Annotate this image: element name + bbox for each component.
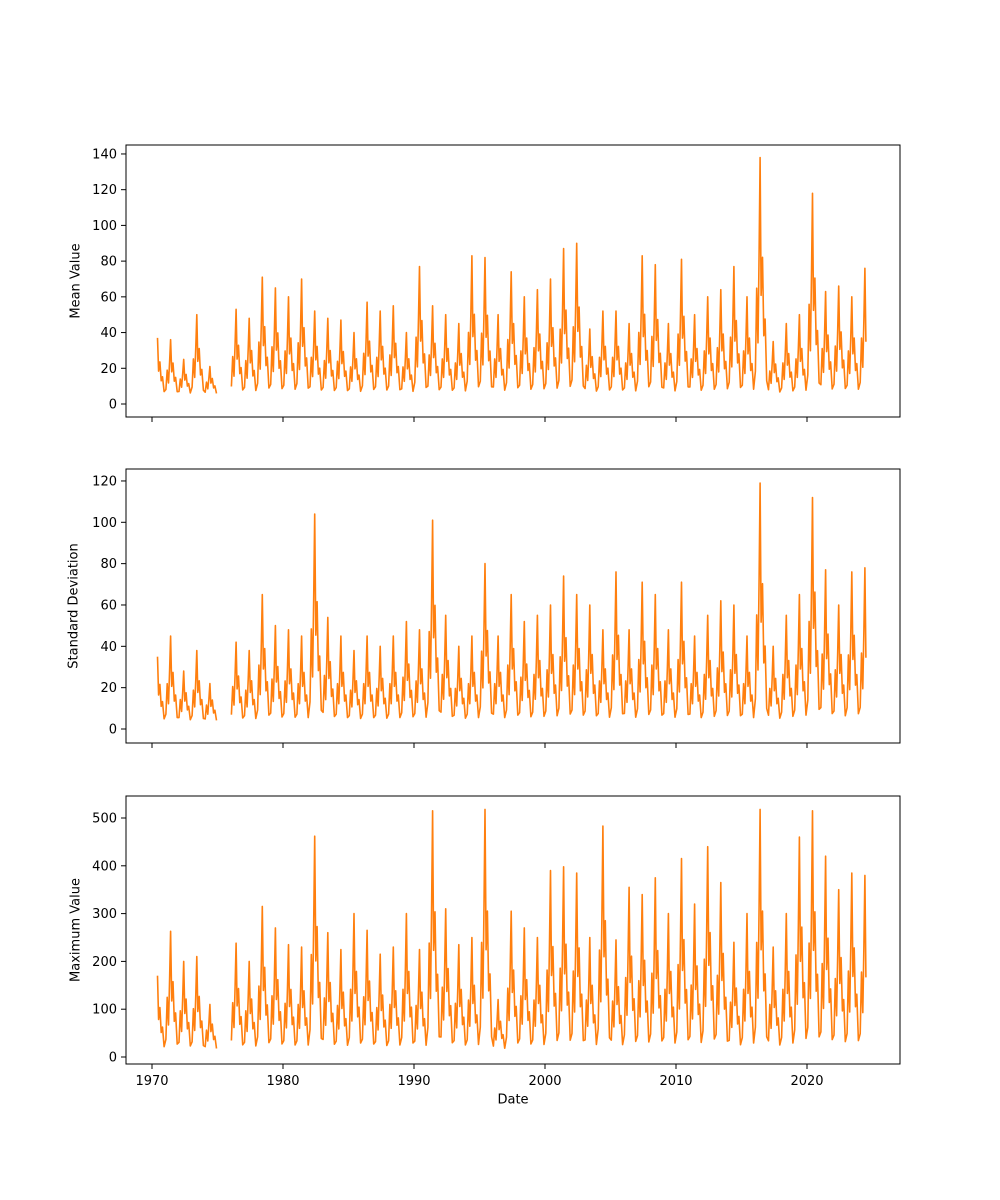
x-tick-label: 2010	[659, 1074, 692, 1089]
y-tick-label: 120	[92, 183, 117, 198]
standard-deviation-line	[156, 635, 218, 721]
mean-value-line	[230, 156, 867, 393]
y-tick-label: 0	[109, 723, 117, 738]
y-tick-label: 400	[92, 859, 117, 874]
y-axis-label-maximum-value: Maximum Value	[68, 878, 84, 982]
y-tick-label: 300	[92, 907, 117, 922]
axes-box-3	[125, 795, 901, 1065]
y-tick-label: 40	[100, 326, 117, 341]
x-tick-label: 2020	[790, 1074, 823, 1089]
y-tick-label: 0	[109, 1051, 117, 1066]
y-tick-label: 500	[92, 812, 117, 827]
y-tick-label: 100	[92, 516, 117, 531]
x-tick-label: 1990	[397, 1074, 430, 1089]
y-tick-label: 200	[92, 955, 117, 970]
y-tick-label: 80	[100, 255, 117, 270]
maximum-value-line	[230, 808, 867, 1049]
x-tick-label: 1980	[266, 1074, 299, 1089]
maximum-value-line	[156, 930, 218, 1049]
mean-value-line	[156, 313, 218, 394]
axes-box-1	[125, 144, 901, 418]
y-axis-label-mean-value: Mean Value	[68, 243, 84, 319]
y-tick-label: 0	[109, 398, 117, 413]
y-tick-label: 140	[92, 147, 117, 162]
y-tick-label: 80	[100, 557, 117, 572]
y-tick-label: 20	[100, 362, 117, 377]
x-tick-label: 2000	[528, 1074, 561, 1089]
y-tick-label: 120	[92, 474, 117, 489]
axes-box-2	[125, 468, 901, 744]
y-tick-label: 40	[100, 640, 117, 655]
x-axis-label-date: Date	[497, 1092, 529, 1108]
y-axis-label-standard-deviation: Standard Deviation	[66, 543, 82, 669]
standard-deviation-line	[230, 482, 867, 720]
y-tick-label: 100	[92, 1003, 117, 1018]
y-tick-label: 60	[100, 598, 117, 613]
y-tick-label: 60	[100, 290, 117, 305]
x-tick-label: 1970	[135, 1074, 168, 1089]
y-tick-label: 20	[100, 681, 117, 696]
y-tick-label: 100	[92, 219, 117, 234]
